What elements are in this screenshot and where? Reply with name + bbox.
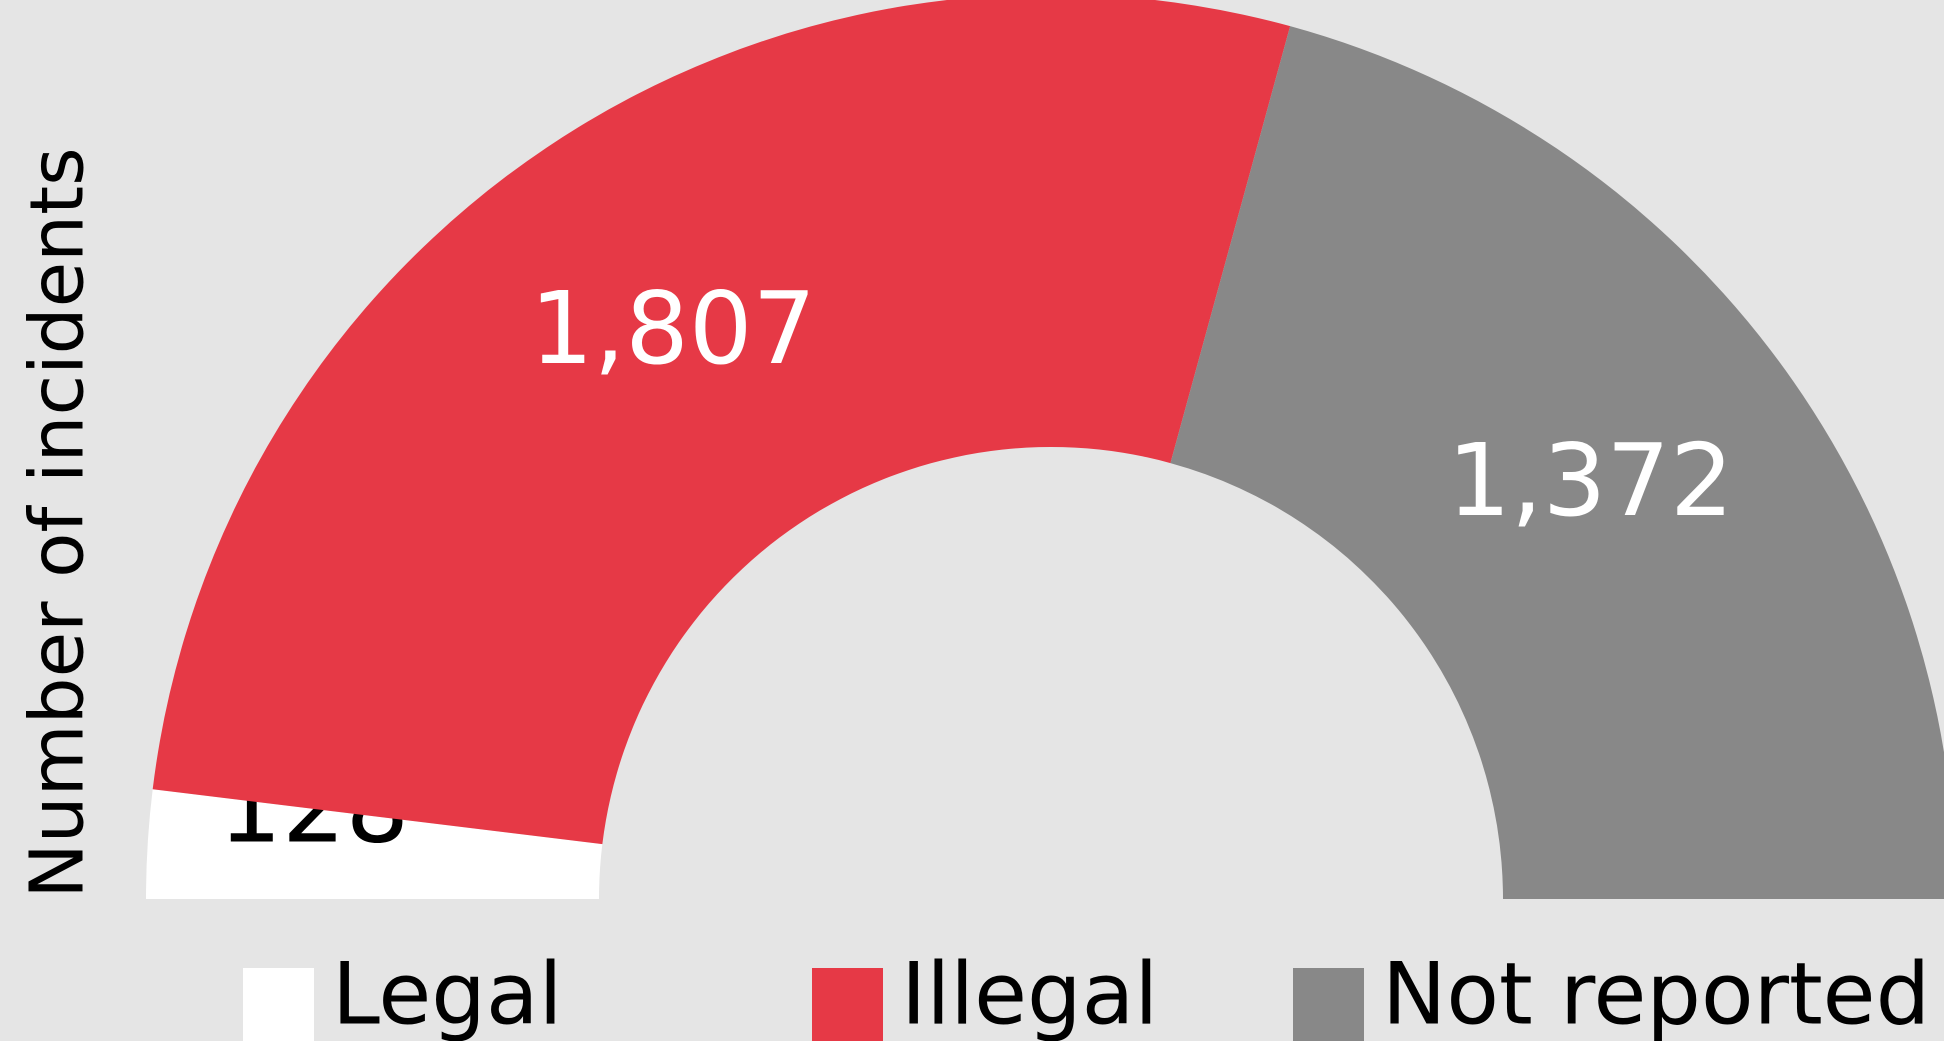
legend-label: Not reported [1382, 944, 1930, 1041]
y-axis-label: Number of incidents [15, 147, 101, 898]
donut-segment [1170, 26, 1944, 899]
data-label: 1,807 [530, 270, 816, 387]
legend-swatch [243, 968, 314, 1041]
legend-swatch [812, 968, 883, 1041]
donut-segment [152, 0, 1291, 845]
legend-label: Illegal [901, 944, 1158, 1041]
legend-swatch [1293, 968, 1364, 1041]
data-label: 1,372 [1447, 422, 1733, 539]
donut-segment [146, 789, 603, 899]
legend-label: Legal [332, 944, 563, 1041]
